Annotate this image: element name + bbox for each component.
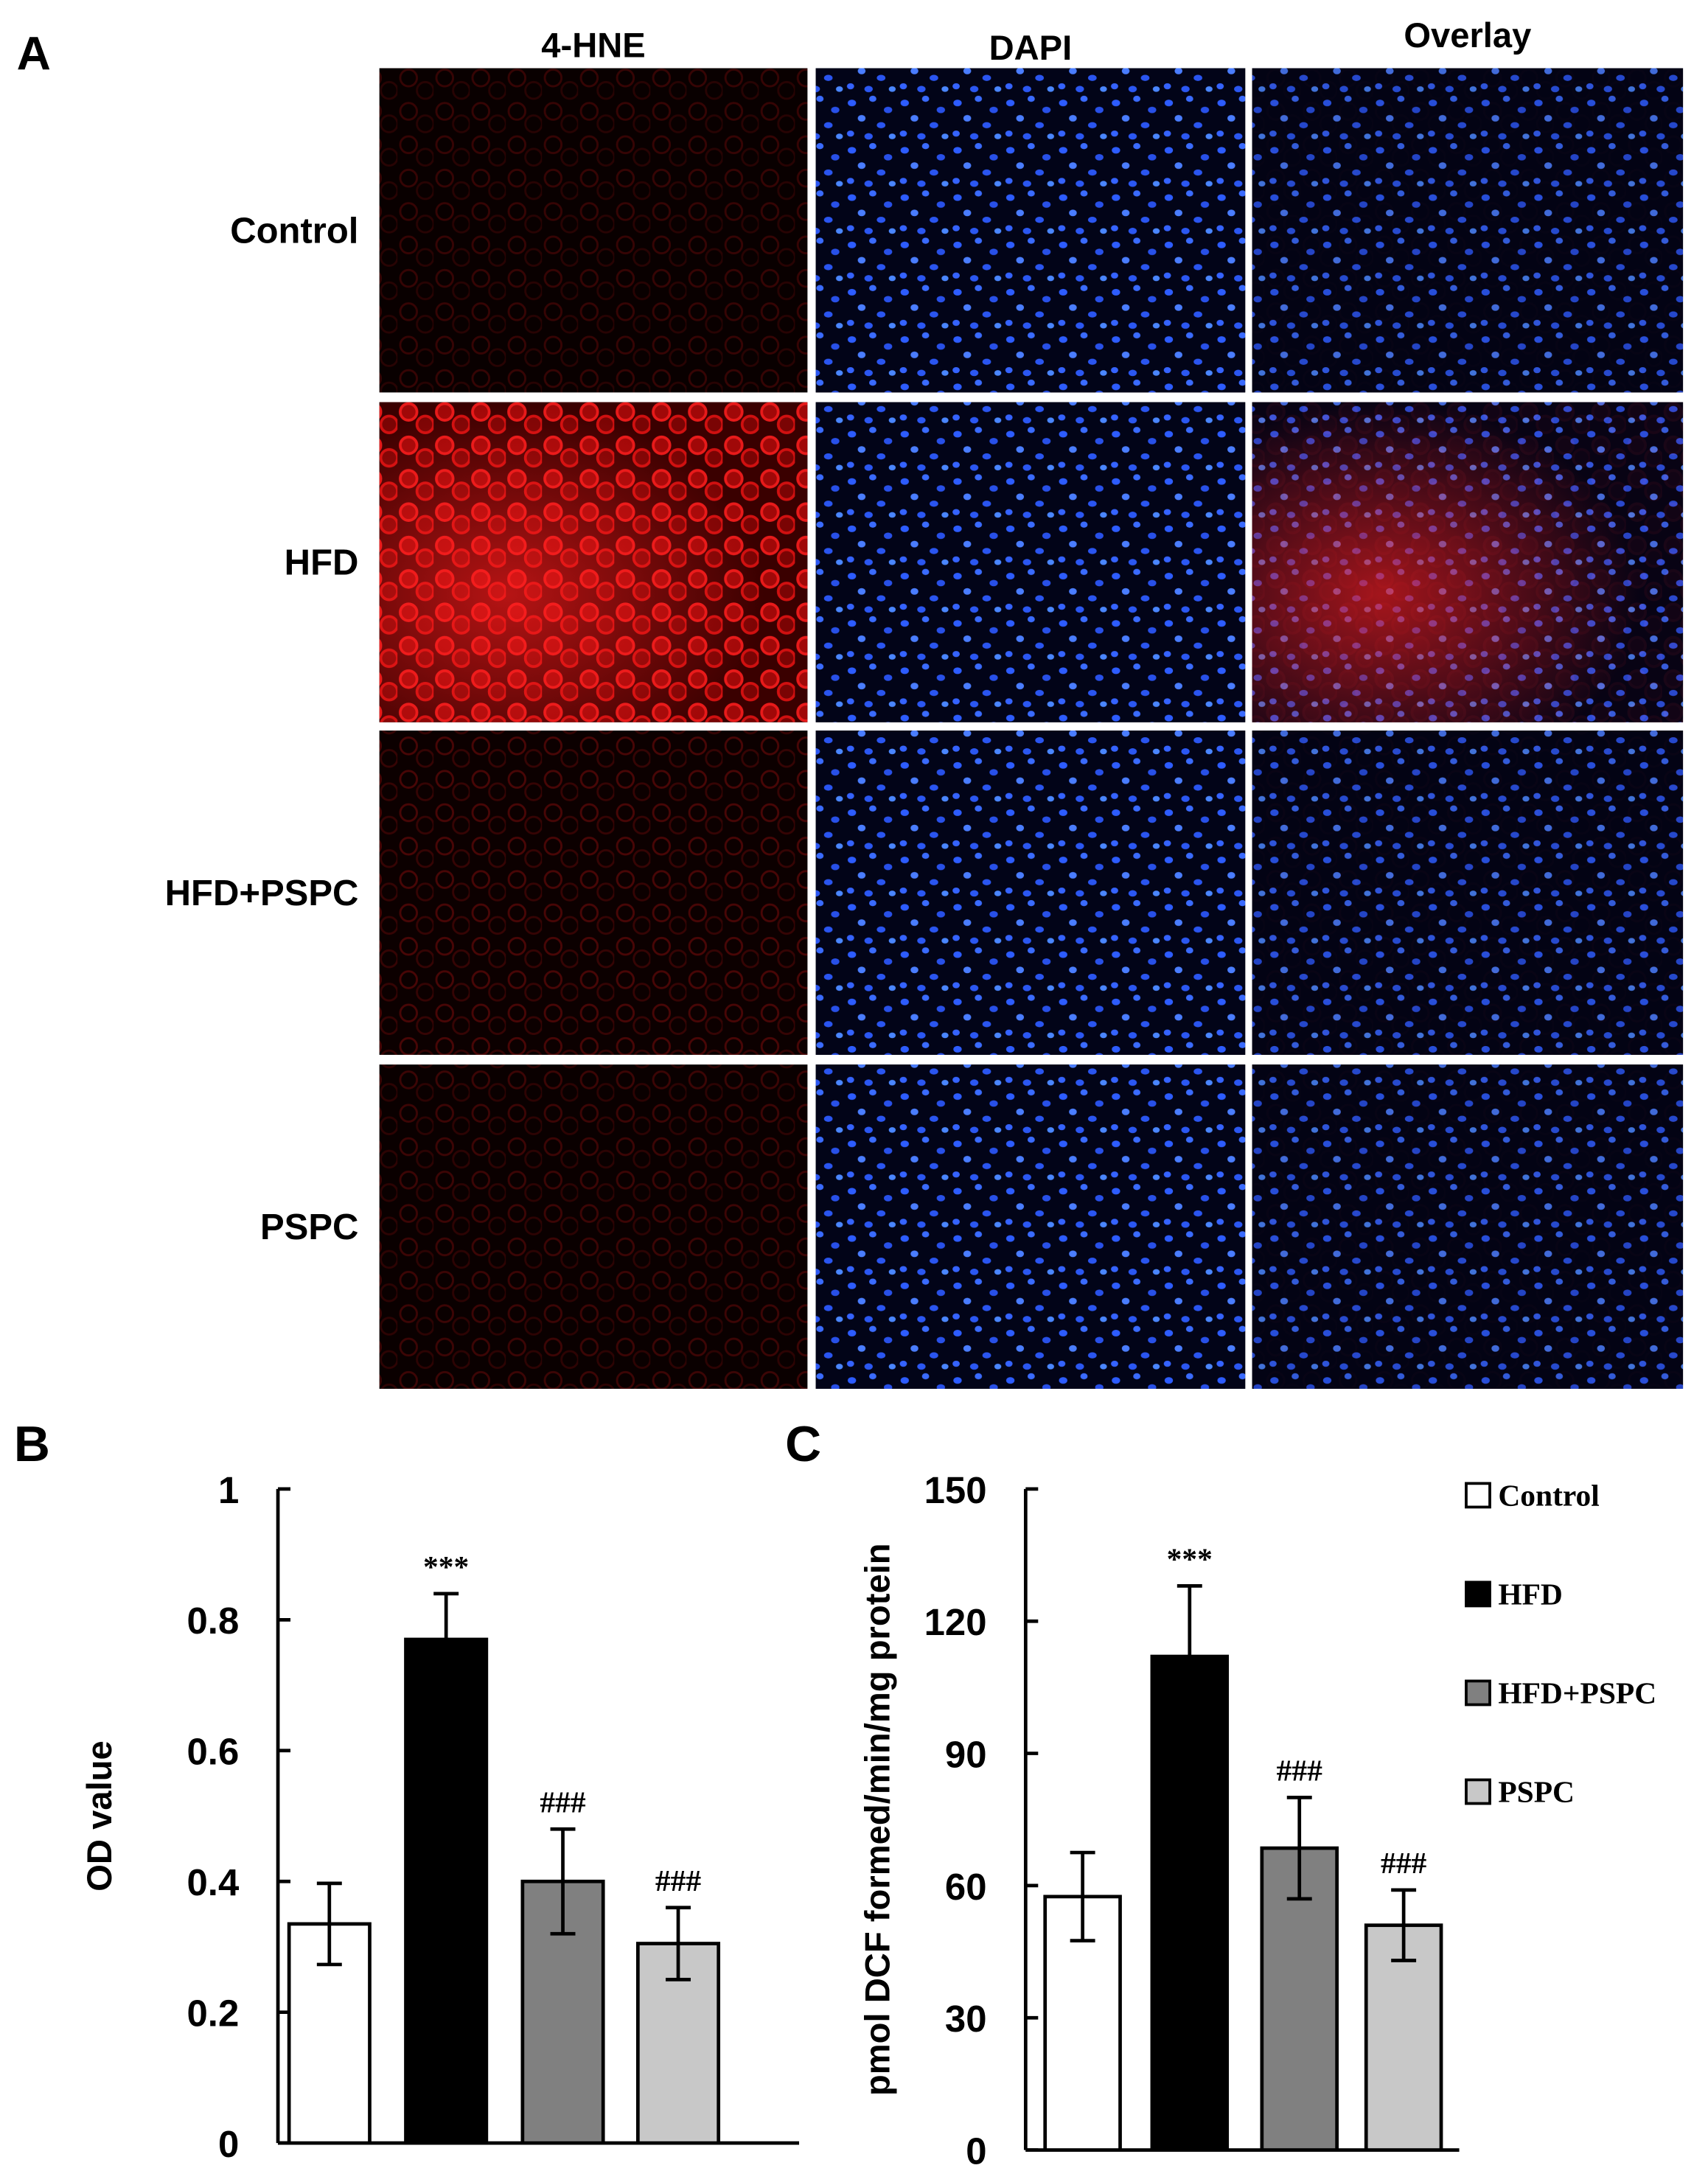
micrograph-glow: [1252, 402, 1684, 722]
significance-label: ***: [1167, 1542, 1213, 1576]
row-label: HFD: [285, 543, 359, 583]
legend-label: Control: [1498, 1479, 1599, 1513]
micrograph-blue: [1252, 68, 1684, 393]
y-axis-label: pmol DCF formed/min/mg protein: [858, 1543, 897, 2096]
panel-label: A: [17, 27, 51, 80]
bar: [1364, 1923, 1443, 2152]
row-label: PSPC: [260, 1207, 358, 1247]
column-header: Overlay: [1404, 15, 1531, 55]
micrograph-red: [379, 1064, 808, 1389]
y-tick-label: 90: [945, 1733, 987, 1775]
y-tick-label: 60: [945, 1866, 987, 1908]
y-tick-label: 0: [966, 2130, 986, 2172]
row-label: Control: [230, 211, 358, 251]
micrograph-blue: [815, 68, 1246, 393]
legend-label: HFD: [1498, 1578, 1563, 1611]
legend-swatch: [1465, 1482, 1491, 1509]
y-tick-label: 150: [924, 1469, 987, 1511]
row-label: HFD+PSPC: [165, 874, 359, 913]
y-axis-label: OD value: [80, 1740, 119, 1892]
micrograph-red: [379, 731, 808, 1055]
bar: [404, 1637, 489, 2145]
significance-label: ###: [655, 1864, 701, 1897]
micrograph-blue: [815, 731, 1246, 1055]
legend-label: PSPC: [1498, 1775, 1575, 1809]
y-tick-label: 0.8: [187, 1600, 240, 1642]
micrograph-glow: [379, 402, 808, 722]
y-tick-label: 0.6: [187, 1731, 240, 1773]
micrograph-blue: [1252, 1064, 1684, 1389]
bar: [1150, 1654, 1230, 2152]
charts: B 0 0.2 0.4 0.6 0.8 1 OD value *** ### ### C 0 30 60 90…: [14, 1417, 1656, 2172]
y-tick-label: 30: [945, 1998, 987, 2040]
micrograph-grid: 4-HNE DAPI Overlay Control HFD HFD+PSPC PSPC: [165, 15, 1684, 1389]
panel-label: C: [785, 1417, 821, 1472]
y-tick-label: 1: [218, 1469, 239, 1511]
significance-label: ###: [1381, 1846, 1426, 1880]
micrograph-red: [379, 68, 808, 393]
legend-swatch: [1465, 1778, 1491, 1805]
micrograph-blue: [815, 402, 1246, 722]
legend-label: HFD+PSPC: [1498, 1676, 1656, 1710]
panel-label: B: [14, 1417, 50, 1472]
column-header: 4-HNE: [541, 25, 645, 64]
micrograph-blue: [1252, 731, 1684, 1055]
significance-label: ***: [423, 1550, 469, 1583]
micrograph-blue: [815, 1064, 1246, 1389]
y-tick-label: 0: [218, 2123, 239, 2165]
y-tick-label: 120: [924, 1601, 987, 1643]
y-tick-label: 0.4: [187, 1861, 240, 1903]
column-header: DAPI: [989, 28, 1073, 67]
legend-swatch: [1465, 1580, 1491, 1608]
y-tick-label: 0.2: [187, 1993, 240, 2035]
significance-label: ###: [1277, 1754, 1322, 1788]
legend-swatch: [1465, 1679, 1491, 1707]
significance-label: ###: [540, 1785, 585, 1819]
